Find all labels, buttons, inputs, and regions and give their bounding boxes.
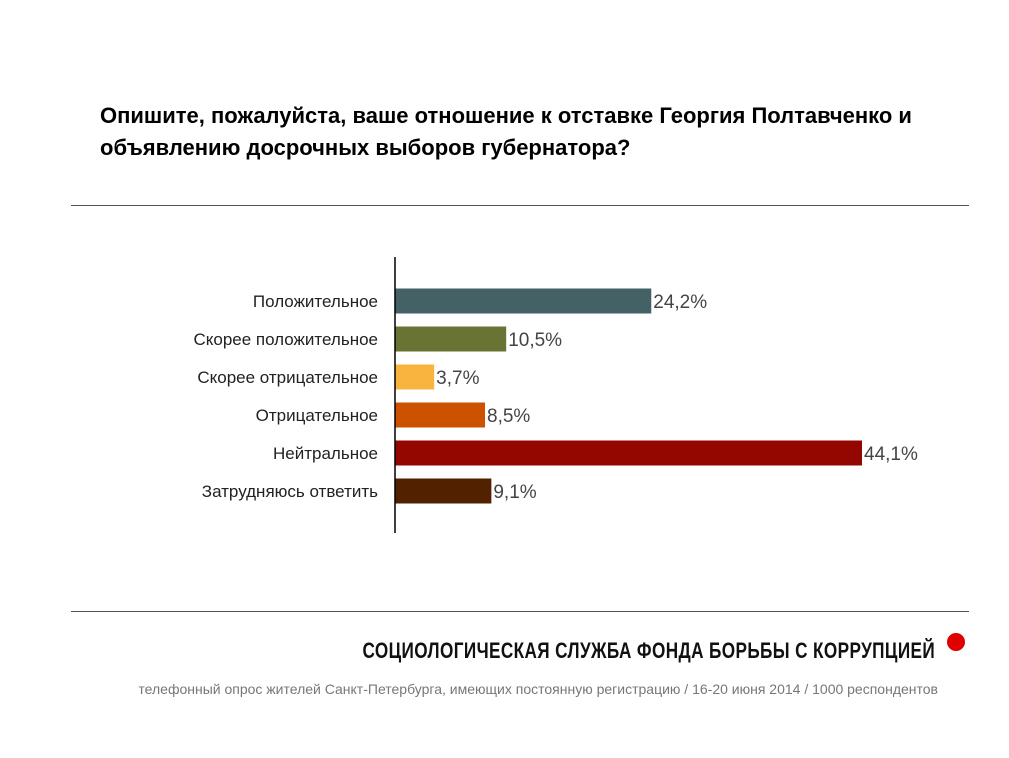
value-label: 10,5% bbox=[508, 330, 562, 351]
bar bbox=[395, 364, 435, 390]
bar bbox=[395, 440, 862, 466]
bar bbox=[395, 326, 507, 352]
value-label: 3,7% bbox=[436, 368, 479, 389]
value-label: 24,2% bbox=[653, 292, 707, 313]
value-label: 44,1% bbox=[864, 444, 918, 465]
logo-dot-icon bbox=[947, 633, 965, 651]
top-divider bbox=[71, 205, 969, 206]
category-label: Скорее отрицательное bbox=[197, 368, 378, 387]
bottom-divider bbox=[71, 611, 969, 612]
value-label: 9,1% bbox=[493, 482, 536, 503]
organization-name: СОЦИОЛОГИЧЕСКАЯ СЛУЖБА ФОНДА БОРЬБЫ С КО… bbox=[362, 638, 935, 663]
bar bbox=[395, 478, 492, 504]
category-label: Положительное bbox=[253, 292, 378, 311]
bar bbox=[395, 288, 652, 314]
category-label: Затрудняюсь ответить bbox=[202, 482, 378, 501]
category-label: Скорее положительное bbox=[193, 330, 378, 349]
bar bbox=[395, 402, 486, 428]
value-label: 8,5% bbox=[487, 406, 530, 427]
category-label: Отрицательное bbox=[256, 406, 378, 425]
survey-note: телефонный опрос жителей Санкт-Петербург… bbox=[138, 681, 938, 697]
category-label: Нейтральное bbox=[273, 444, 378, 463]
chart-title: Опишите, пожалуйста, ваше отношение к от… bbox=[100, 103, 912, 160]
